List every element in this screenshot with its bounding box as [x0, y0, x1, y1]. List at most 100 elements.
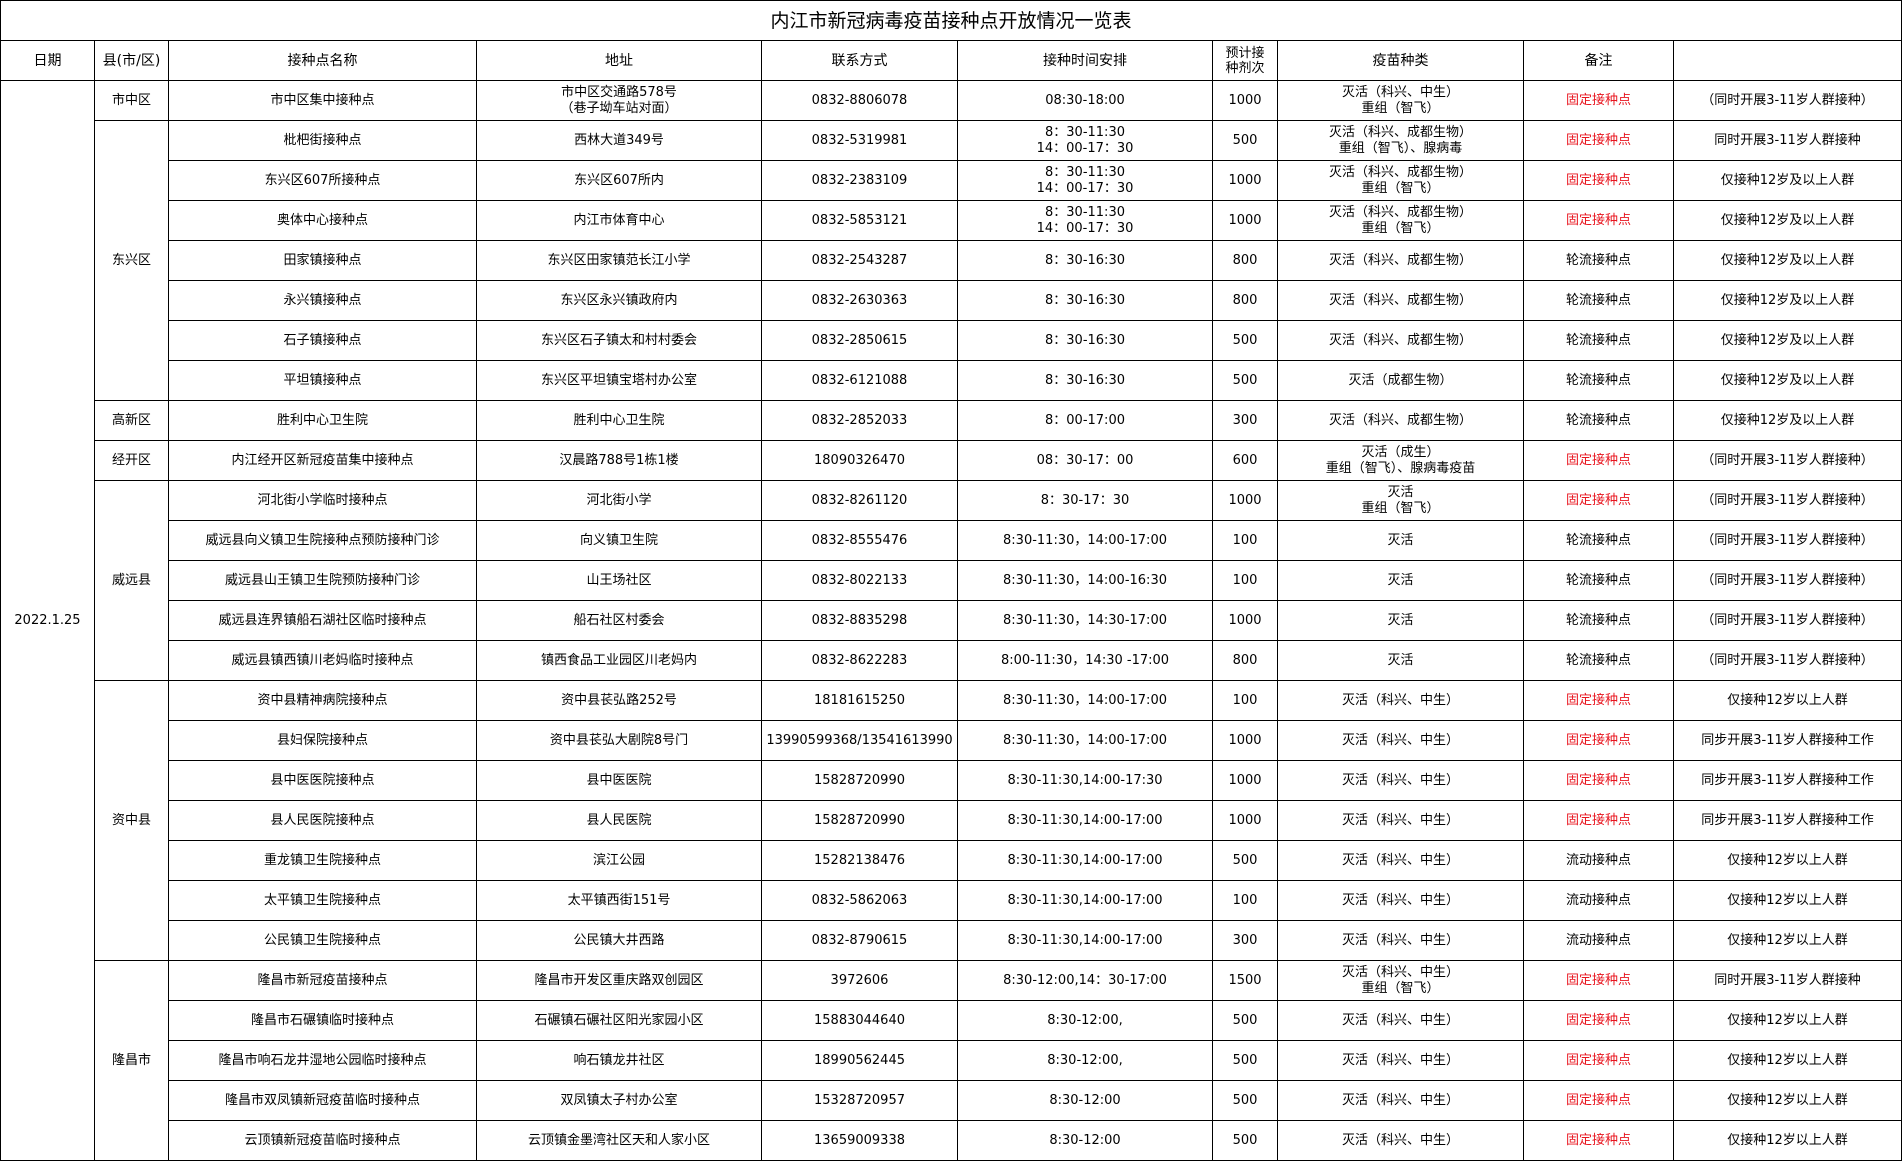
- doses-cell: 1000: [1212, 800, 1278, 841]
- doses-cell: 300: [1212, 400, 1278, 441]
- schedule-cell: 8:30-12:00,: [957, 1000, 1213, 1041]
- table-row: 平坦镇接种点 东兴区平坦镇宝塔村办公室 0832-6121088 8：30-16:30…: [1, 360, 1902, 401]
- contact-cell: 13659009338: [761, 1120, 958, 1161]
- remark-cell: （同时开展3-11岁人群接种）: [1672, 80, 1902, 121]
- contact-cell: 0832-8022133: [761, 560, 958, 601]
- site-name-cell: 威远县向义镇卫生院接种点预防接种门诊: [168, 520, 477, 561]
- vaccine-type-cell: 灭活（成都生物）: [1277, 360, 1524, 401]
- schedule-cell: 8：30-16:30: [957, 320, 1213, 361]
- vaccine-type-cell: 灭活（科兴、成都生物）: [1277, 280, 1524, 321]
- header-contact: 联系方式: [761, 40, 958, 81]
- address-cell: 汉晨路788号1栋1楼: [476, 440, 762, 481]
- vaccine-type-cell: 灭活（科兴、成都生物）: [1277, 400, 1524, 441]
- table-row: 威远县连界镇船石湖社区临时接种点 船石社区村委会 0832-8835298 8:30-…: [1, 600, 1902, 641]
- site-name-cell: 市中区集中接种点: [168, 80, 477, 121]
- table-row: 隆昌市 隆昌市新冠疫苗接种点 隆昌市开发区重庆路双创园区 3972606 8:30-12…: [1, 960, 1902, 1161]
- vaccine-type-cell: 灭活（科兴、中生）: [1277, 760, 1524, 801]
- remark-cell: 仅接种12岁及以上人群: [1672, 240, 1902, 281]
- address-cell: 市中区交通路578号 （巷子坳车站对面）: [476, 80, 762, 121]
- site-name-cell: 隆昌市石碾镇临时接种点: [168, 1000, 477, 1041]
- address-cell: 河北街小学: [476, 480, 762, 521]
- site-name-cell: 奥体中心接种点: [168, 200, 477, 241]
- site-name-cell: 公民镇卫生院接种点: [168, 920, 477, 961]
- vaccine-type-cell: 灭活（科兴、成都生物） 重组（智飞）: [1277, 160, 1524, 201]
- note-cell: 轮流接种点: [1523, 240, 1674, 281]
- vaccine-type-cell: 灭活（科兴、中生）: [1277, 1120, 1524, 1161]
- table-row: 经开区 内江经开区新冠疫苗集中接种点 汉晨路788号1栋1楼 18090326470 0…: [1, 440, 1902, 481]
- schedule-cell: 8:30-11:30，14:00-17:00: [957, 520, 1213, 561]
- schedule-cell: 8：30-11:30 14：00-17：30: [957, 160, 1213, 201]
- remark-cell: 仅接种12岁及以上人群: [1672, 280, 1902, 321]
- table-row: 威远县山王镇卫生院预防接种门诊 山王场社区 0832-8022133 8:30-11:…: [1, 560, 1902, 601]
- contact-cell: 0832-5853121: [761, 200, 958, 241]
- contact-cell: 0832-5319981: [761, 120, 958, 161]
- doses-cell: 100: [1212, 520, 1278, 561]
- contact-cell: 15828720990: [761, 800, 958, 841]
- remark-cell: 仅接种12岁及以上人群: [1672, 320, 1902, 361]
- note-cell: 固定接种点: [1523, 800, 1674, 841]
- doses-cell: 600: [1212, 440, 1278, 481]
- contact-cell: 15883044640: [761, 1000, 958, 1041]
- note-cell: 固定接种点: [1523, 960, 1674, 1001]
- schedule-cell: 8:30-12:00,14：30-17:00: [957, 960, 1213, 1001]
- address-cell: 隆昌市开发区重庆路双创园区: [476, 960, 762, 1001]
- contact-cell: 0832-8261120: [761, 480, 958, 521]
- site-name-cell: 枇杷街接种点: [168, 120, 477, 161]
- table-row: 隆昌市双凤镇新冠疫苗临时接种点 双凤镇太子村办公室 15328720957 8:30-…: [1, 1080, 1902, 1121]
- address-cell: 向义镇卫生院: [476, 520, 762, 561]
- remark-cell: （同时开展3-11岁人群接种）: [1672, 560, 1902, 601]
- schedule-cell: 8:30-11:30，14:30-17:00: [957, 600, 1213, 641]
- schedule-cell: 8：30-16:30: [957, 360, 1213, 401]
- address-cell: 资中县苌弘路252号: [476, 680, 762, 721]
- schedule-cell: 8：30-17：30: [957, 480, 1213, 521]
- contact-cell: 18990562445: [761, 1040, 958, 1081]
- note-cell: 固定接种点: [1523, 1000, 1674, 1041]
- contact-cell: 0832-2543287: [761, 240, 958, 281]
- table-row: 隆昌市石碾镇临时接种点 石碾镇石碾社区阳光家园小区 15883044640 8:30-…: [1, 1000, 1902, 1041]
- remark-cell: （同时开展3-11岁人群接种）: [1672, 640, 1902, 681]
- date-cell: 2022.1.25: [0, 80, 95, 1161]
- address-cell: 胜利中心卫生院: [476, 400, 762, 441]
- note-cell: 流动接种点: [1523, 840, 1674, 881]
- county-cell: 东兴区: [94, 120, 169, 401]
- remark-cell: 仅接种12岁及以上人群: [1672, 160, 1902, 201]
- header-vaccine-type: 疫苗种类: [1277, 40, 1524, 81]
- note-cell: 固定接种点: [1523, 160, 1674, 201]
- remark-cell: （同时开展3-11岁人群接种）: [1672, 480, 1902, 521]
- table-row: 隆昌市响石龙井湿地公园临时接种点 响石镇龙井社区 18990562445 8:30-1…: [1, 1040, 1902, 1081]
- table-row: 威远县 河北街小学临时接种点 河北街小学 0832-8261120 8：30-17：30…: [1, 480, 1902, 681]
- doses-cell: 500: [1212, 120, 1278, 161]
- address-cell: 响石镇龙井社区: [476, 1040, 762, 1081]
- address-cell: 石碾镇石碾社区阳光家园小区: [476, 1000, 762, 1041]
- site-name-cell: 石子镇接种点: [168, 320, 477, 361]
- remark-cell: 同步开展3-11岁人群接种工作: [1672, 760, 1902, 801]
- address-cell: 内江市体育中心: [476, 200, 762, 241]
- remark-cell: 同时开展3-11岁人群接种: [1672, 120, 1902, 161]
- contact-cell: 18090326470: [761, 440, 958, 481]
- contact-cell: 0832-2850615: [761, 320, 958, 361]
- table-row: 石子镇接种点 东兴区石子镇太和村村委会 0832-2850615 8：30-16:30…: [1, 320, 1902, 361]
- note-cell: 固定接种点: [1523, 80, 1674, 121]
- vaccine-type-cell: 灭活（科兴、中生）: [1277, 1000, 1524, 1041]
- county-cell: 隆昌市: [94, 960, 169, 1161]
- doses-cell: 1500: [1212, 960, 1278, 1001]
- vaccine-type-cell: 灭活 重组（智飞）: [1277, 480, 1524, 521]
- schedule-cell: 8:30-12:00,: [957, 1040, 1213, 1081]
- site-name-cell: 田家镇接种点: [168, 240, 477, 281]
- schedule-cell: 8:30-11:30，14:00-17:00: [957, 680, 1213, 721]
- schedule-cell: 8：30-11:30 14：00-17：30: [957, 120, 1213, 161]
- remark-cell: 同步开展3-11岁人群接种工作: [1672, 800, 1902, 841]
- schedule-cell: 8:30-12:00: [957, 1120, 1213, 1161]
- contact-cell: 0832-8555476: [761, 520, 958, 561]
- doses-cell: 1000: [1212, 200, 1278, 241]
- note-cell: 固定接种点: [1523, 480, 1674, 521]
- schedule-cell: 8：30-16:30: [957, 280, 1213, 321]
- site-name-cell: 县人民医院接种点: [168, 800, 477, 841]
- doses-cell: 800: [1212, 640, 1278, 681]
- site-name-cell: 威远县山王镇卫生院预防接种门诊: [168, 560, 477, 601]
- table-row: 太平镇卫生院接种点 太平镇西街151号 0832-5862063 8:30-11:30…: [1, 880, 1902, 921]
- site-name-cell: 隆昌市新冠疫苗接种点: [168, 960, 477, 1001]
- schedule-cell: 8:30-11:30，14:00-16:30: [957, 560, 1213, 601]
- header-row: 日期 县(市/区) 接种点名称 地址 联系方式 接种时间安排 预计接 种剂次 疫苗种类 备注: [0, 40, 1902, 81]
- remark-cell: （同时开展3-11岁人群接种）: [1672, 600, 1902, 641]
